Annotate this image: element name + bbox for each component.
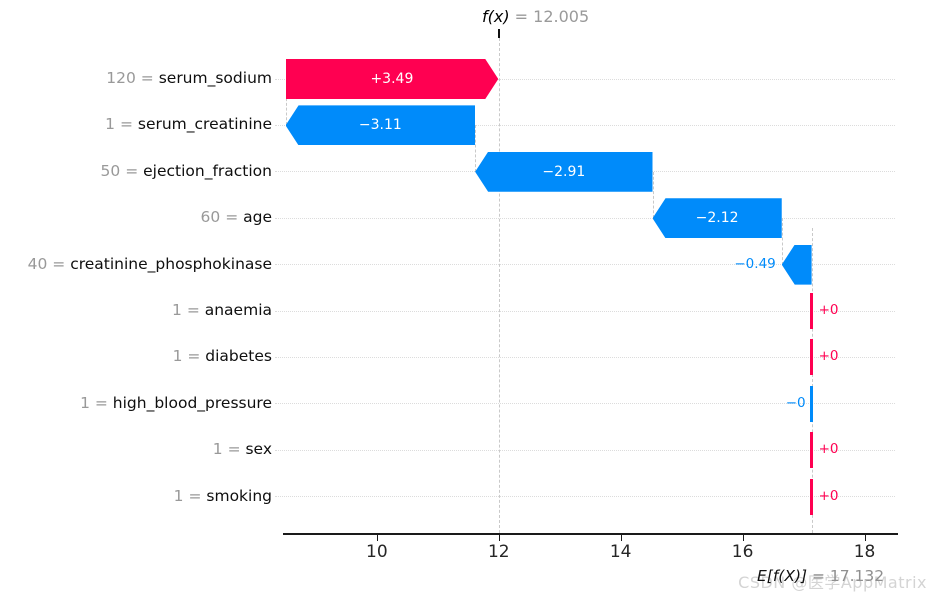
axis-tick — [864, 534, 866, 541]
feature-name: anaemia — [204, 301, 272, 319]
row-gridline — [275, 403, 895, 405]
row-gridline — [275, 496, 895, 498]
zero-shap-bar — [810, 478, 814, 515]
connector-line — [475, 125, 477, 172]
bar-value-label: +0 — [818, 441, 839, 458]
equals-sign: = — [220, 208, 244, 227]
base-line — [811, 228, 813, 533]
feature-row-label: 1 = diabetes — [0, 349, 272, 365]
feature-row-label: 120 = serum_sodium — [0, 69, 272, 87]
equals-sign: = — [89, 393, 113, 412]
equals-sign: = — [222, 440, 246, 459]
zero-shap-bar — [810, 385, 814, 422]
feature-row-label: 1 = high_blood_pressure — [0, 393, 272, 412]
bar-value-label: −2.91 — [542, 163, 586, 180]
bar-value-label: +3.49 — [370, 71, 414, 87]
feature-value: 50 — [100, 161, 121, 180]
row-gridline — [275, 310, 895, 312]
fx-line — [499, 38, 501, 533]
bar-value-label: −0.49 — [734, 255, 776, 272]
equals-sign: = — [181, 301, 205, 319]
feature-row-label: 50 = ejection_fraction — [0, 161, 272, 180]
equals-sign: = — [115, 115, 138, 134]
feature-name: serum_sodium — [158, 69, 272, 87]
efx-value: = 17.132 — [807, 567, 885, 585]
row-gridline — [275, 124, 895, 126]
equals-sign: = — [182, 347, 206, 366]
axis-tick — [742, 534, 744, 541]
feature-row-label: 1 = anaemia — [0, 301, 272, 319]
feature-value: 120 — [106, 69, 136, 87]
bar-value-label: +0 — [818, 487, 839, 504]
expected-value-footer: E[f(X)] = 17.132 — [757, 567, 884, 585]
feature-row-label: 60 = age — [0, 208, 272, 227]
feature-value: 1 — [80, 393, 90, 412]
feature-name: sex — [245, 440, 272, 459]
zero-shap-bar — [810, 339, 814, 376]
equals-sign: = — [183, 486, 207, 505]
feature-row-label: 1 = sex — [0, 440, 272, 459]
feature-value: 1 — [172, 347, 183, 366]
fx-tick — [498, 29, 501, 38]
x-axis-line — [283, 533, 898, 535]
connector-line — [285, 79, 287, 126]
feature-name: age — [243, 208, 272, 227]
bar-value-label: −3.11 — [358, 117, 402, 134]
row-gridline — [275, 217, 895, 219]
feature-name: smoking — [206, 486, 272, 505]
feature-row-label: 40 = creatinine_phosphokinase — [0, 254, 272, 273]
bar-value-label: +0 — [818, 348, 839, 365]
equals-sign: = — [47, 254, 71, 273]
shap-bar: −2.12 — [652, 198, 782, 239]
watermark: CSDN @医学AppMatrix — [738, 573, 927, 592]
bar-value-label: +0 — [818, 302, 839, 318]
fx-value: = 12.005 — [509, 7, 590, 26]
feature-value: 1 — [173, 486, 184, 505]
feature-name: high_blood_pressure — [112, 393, 272, 412]
fx-title: f(x) = 12.005 — [482, 7, 589, 26]
feature-row-label: 1 = serum_creatinine — [0, 117, 272, 133]
connector-line — [781, 218, 783, 265]
row-gridline — [275, 264, 895, 266]
feature-name: creatinine_phosphokinase — [70, 254, 272, 273]
bar-value-label: −0 — [785, 394, 806, 411]
feature-name: serum_creatinine — [137, 115, 272, 134]
axis-tick-label: 12 — [487, 542, 510, 562]
shap-bar: +3.49 — [286, 59, 499, 99]
axis-tick-label: 10 — [366, 542, 388, 562]
feature-value: 40 — [27, 254, 48, 273]
equals-sign: = — [120, 161, 144, 180]
shap-bar: −3.11 — [285, 105, 476, 146]
feature-value: 1 — [172, 301, 182, 319]
equals-sign: = — [135, 69, 159, 87]
feature-name: diabetes — [205, 347, 272, 366]
row-gridline — [275, 78, 895, 80]
feature-value: 1 — [212, 440, 223, 459]
fx-label: f(x) — [482, 7, 510, 26]
feature-name: ejection_fraction — [143, 161, 272, 180]
axis-tick-label: 18 — [853, 542, 876, 562]
feature-value: 1 — [105, 115, 116, 134]
row-gridline — [275, 356, 895, 358]
axis-tick — [498, 534, 501, 541]
axis-tick-label: 14 — [609, 542, 632, 562]
shap-bar — [781, 244, 812, 285]
efx-label: E[f(X)] — [757, 567, 808, 585]
axis-tick-label: 16 — [731, 542, 754, 562]
feature-row-label: 1 = smoking — [0, 486, 272, 505]
zero-shap-bar — [810, 432, 814, 469]
feature-value: 60 — [200, 208, 221, 227]
connector-line — [652, 171, 654, 219]
shap-bar: −2.91 — [475, 151, 653, 192]
axis-tick — [376, 534, 379, 541]
bar-value-label: −2.12 — [695, 210, 739, 227]
row-gridline — [275, 449, 895, 451]
axis-tick — [620, 534, 623, 541]
zero-shap-bar — [810, 293, 814, 329]
